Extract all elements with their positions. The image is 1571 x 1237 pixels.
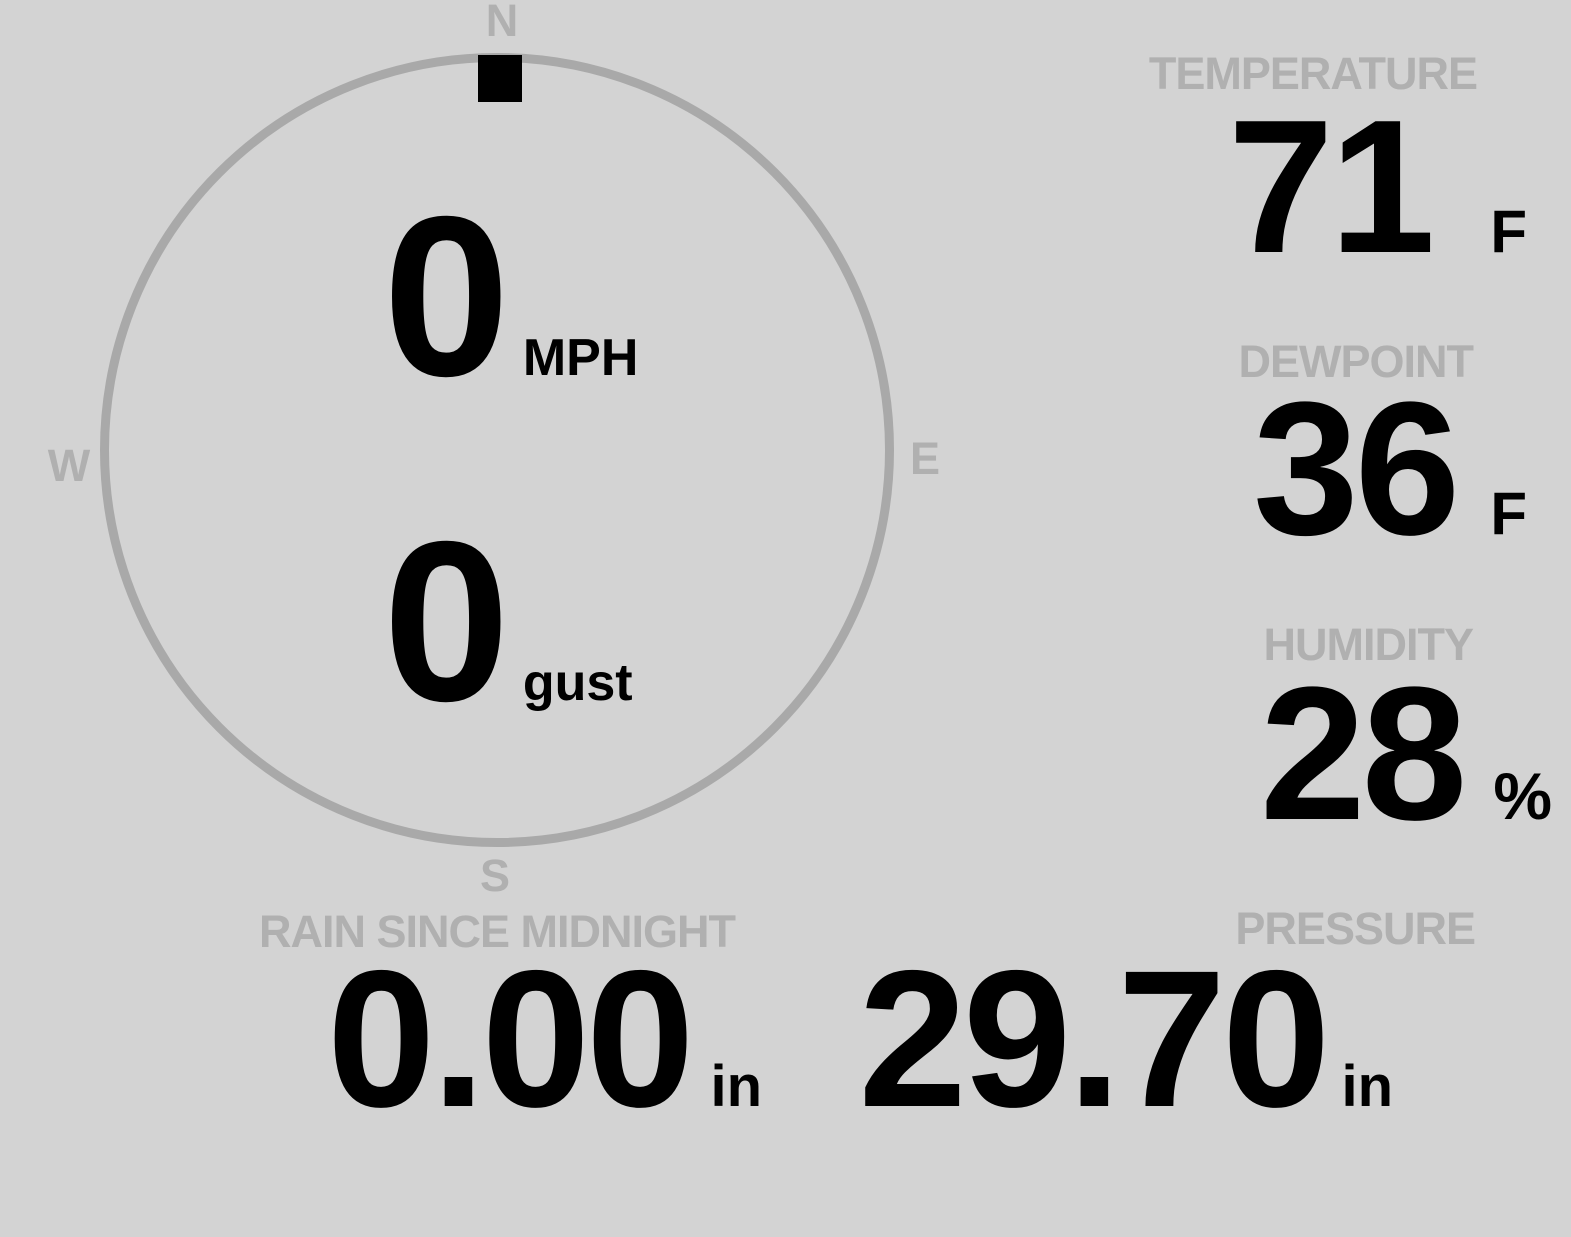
compass-ticks (210, 162, 784, 738)
compass-label-north: N (485, 0, 519, 46)
rain-value: 0.00 (327, 930, 695, 1148)
compass-tick-nw (210, 162, 229, 181)
dewpoint-value: 36 (1253, 363, 1460, 575)
temperature-label: TEMPERATURE (1148, 48, 1478, 99)
wind-gust-value: 0 (383, 495, 510, 749)
humidity-reading: 28 % (1260, 659, 1552, 849)
dewpoint-label: DEWPOINT (1238, 336, 1474, 387)
humidity-label: HUMIDITY (1263, 619, 1474, 670)
wind-speed-unit: MPH (522, 329, 639, 387)
rain-unit: in (710, 1054, 763, 1119)
temperature-unit: F (1490, 198, 1527, 265)
dewpoint-unit: F (1490, 480, 1527, 547)
compass-tick-sw (210, 719, 229, 738)
compass-label-west: W (47, 440, 91, 491)
wind-speed: 0 MPH (383, 183, 638, 411)
pressure-value: 29.70 (858, 930, 1330, 1148)
humidity-unit: % (1493, 759, 1552, 833)
compass-label-south: S (479, 850, 510, 901)
compass-tick-se (765, 719, 784, 738)
wind-compass (100, 53, 894, 847)
pressure-label: PRESSURE (1235, 903, 1476, 954)
temperature-value: 71 (1228, 81, 1435, 293)
rain-reading: 0.00 in (327, 942, 762, 1137)
wind-speed-value: 0 (383, 170, 510, 424)
pressure-unit: in (1341, 1054, 1393, 1119)
humidity-value: 28 (1259, 648, 1467, 860)
rain-label: RAIN SINCE MIDNIGHT (259, 906, 736, 957)
wind-direction-marker (478, 55, 522, 102)
compass-label-east: E (909, 433, 940, 484)
temperature-reading: 71 F (1228, 92, 1527, 282)
wind-gust: 0 gust (383, 508, 633, 736)
compass-tick-ne (765, 162, 784, 181)
dewpoint-reading: 36 F (1253, 374, 1527, 564)
wind-gust-unit: gust (522, 654, 633, 712)
pressure-reading: 29.70 in (858, 942, 1393, 1137)
